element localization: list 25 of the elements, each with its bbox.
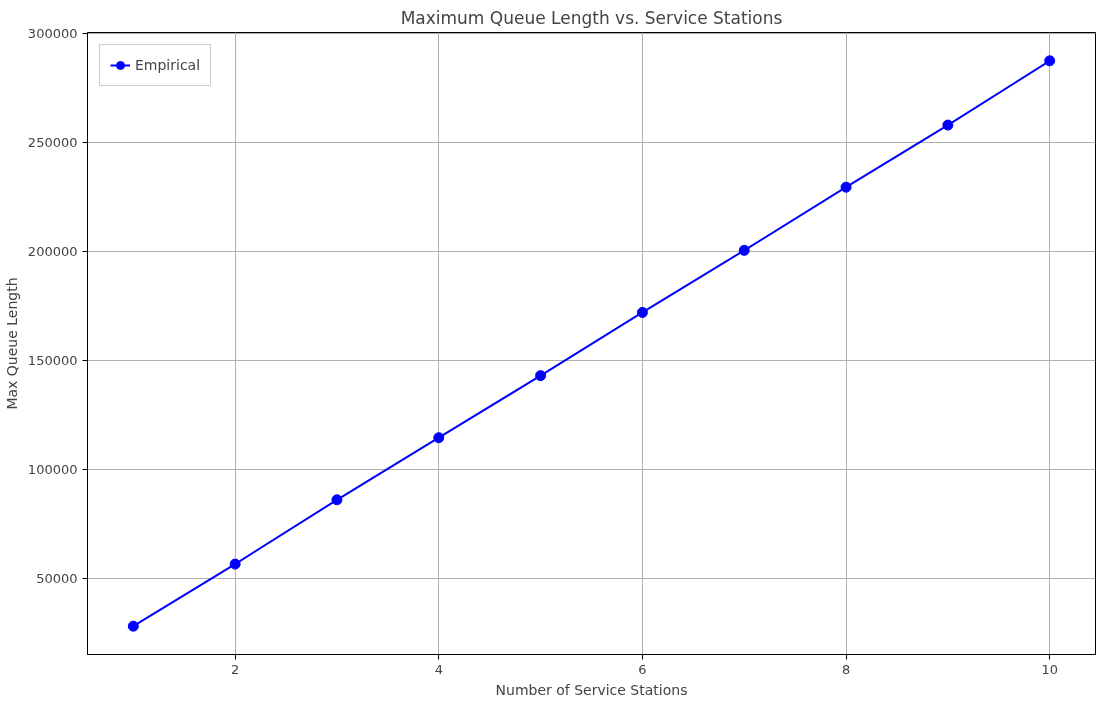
point	[535, 370, 547, 382]
y-tick-label: 50000	[36, 570, 78, 586]
point	[636, 306, 648, 318]
x-tick-label: 6	[638, 661, 647, 677]
y-tick-label: 100000	[27, 461, 78, 477]
x-tick-label: 8	[841, 661, 851, 677]
y-axis-title: Max Queue Length	[3, 277, 20, 410]
y-tick-label: 200000	[27, 243, 78, 259]
point	[433, 432, 445, 444]
y-tick-label: 150000	[27, 352, 78, 368]
chart-title: Maximum Queue Length vs. Service Stations	[400, 7, 783, 28]
point	[840, 181, 852, 193]
x-tick-label: 4	[434, 661, 443, 677]
y-tick-label: 300000	[27, 26, 78, 42]
point	[331, 494, 343, 506]
point	[738, 244, 750, 256]
y-tick-label: 250000	[27, 135, 78, 151]
point	[1044, 55, 1056, 67]
point	[127, 620, 139, 632]
x-axis-title: Number of Service Stations	[495, 681, 688, 698]
point	[942, 119, 954, 131]
x-tick-label: 2	[231, 661, 240, 677]
point	[229, 558, 241, 570]
legend-label: Empirical	[135, 57, 201, 73]
x-tick-label: 10	[1041, 661, 1058, 677]
